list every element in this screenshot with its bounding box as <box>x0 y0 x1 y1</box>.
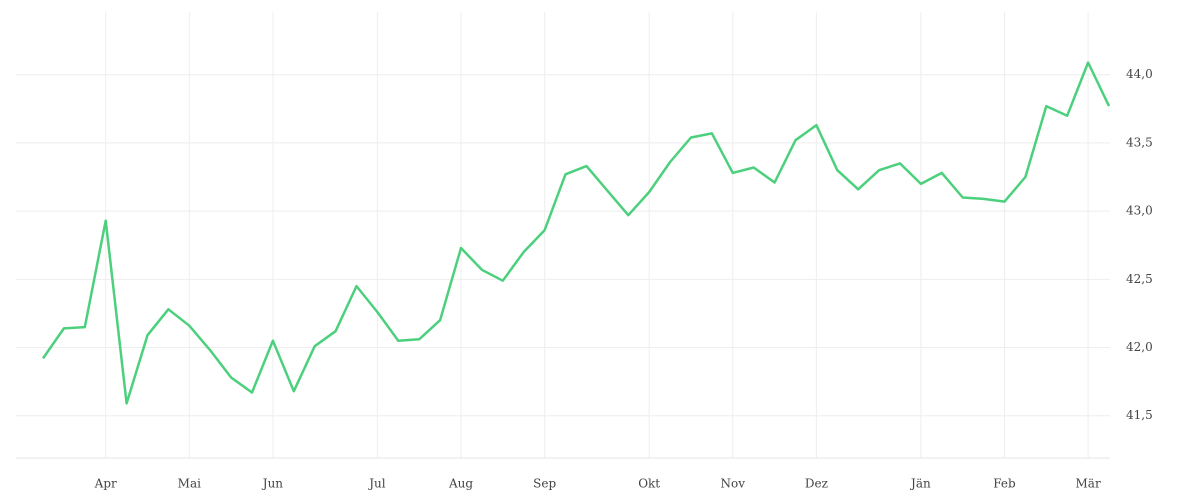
x-tick-label: Apr <box>94 477 117 491</box>
x-tick-label: Dez <box>805 477 828 491</box>
x-tick-label: Feb <box>993 477 1016 491</box>
x-tick-label: Mär <box>1076 477 1101 491</box>
y-tick-label: 43,0 <box>1126 204 1153 218</box>
x-tick-label: Jän <box>909 477 931 491</box>
x-tick-label: Aug <box>448 477 473 491</box>
x-tick-label: Jul <box>367 477 386 491</box>
x-tick-label: Jun <box>261 477 284 491</box>
y-tick-label: 41,5 <box>1126 408 1153 422</box>
x-tick-label: Nov <box>721 477 746 491</box>
y-tick-label: 42,5 <box>1126 272 1153 286</box>
y-tick-label: 44,0 <box>1126 67 1153 81</box>
series-line <box>41 61 1111 405</box>
x-tick-label: Sep <box>533 477 556 491</box>
x-tick-label: Okt <box>638 477 660 491</box>
y-tick-label: 42,0 <box>1126 340 1153 354</box>
y-tick-label: 43,5 <box>1126 135 1153 149</box>
x-tick-label: Mai <box>178 477 201 491</box>
